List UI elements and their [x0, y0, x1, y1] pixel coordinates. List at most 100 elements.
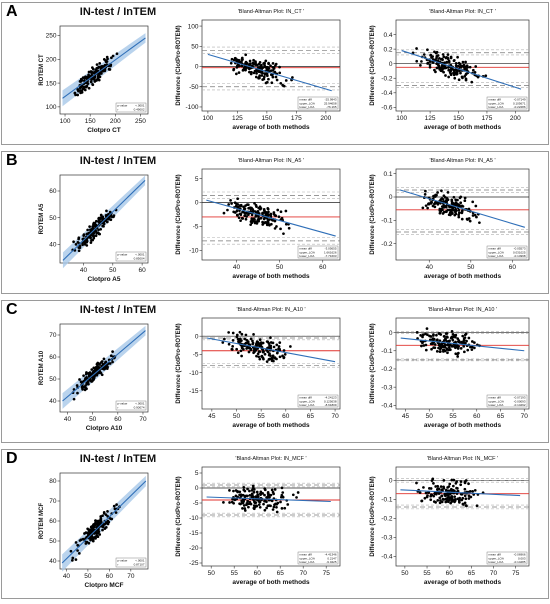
data-point	[453, 213, 457, 217]
data-point	[254, 60, 257, 63]
legend-value: 0.031025	[513, 250, 526, 254]
data-point	[428, 65, 432, 69]
data-point	[95, 63, 99, 66]
data-point	[275, 502, 279, 506]
data-point	[279, 500, 282, 504]
data-point	[112, 214, 116, 217]
data-point	[251, 341, 255, 345]
y-axis-label: Difference (ClotPro-ROTEM)	[176, 25, 182, 105]
data-point	[458, 62, 462, 66]
data-point	[261, 212, 264, 216]
regression-line	[207, 53, 332, 92]
data-point	[263, 73, 267, 76]
data-point	[446, 486, 449, 489]
chart-scatter-a10: 40 50 60 70 40 50 60 70 Clotpro A10 ROTEM A10 p-va…	[39, 323, 149, 432]
data-point	[277, 215, 281, 219]
data-point	[230, 57, 234, 61]
data-point	[76, 391, 79, 395]
data-point	[251, 339, 254, 343]
data-point	[241, 500, 245, 504]
y-tick-label: -0.2	[381, 366, 393, 373]
y-tick-label: 50	[49, 215, 57, 222]
data-point	[96, 77, 99, 81]
data-point	[248, 489, 251, 493]
legend-box	[115, 102, 147, 113]
data-point	[69, 549, 73, 553]
y-axis-label: Difference (ClotPro-ROTEM)	[370, 476, 376, 556]
data-point	[257, 217, 261, 221]
x-tick-label: 50	[84, 573, 92, 580]
data-point	[429, 335, 433, 338]
data-point	[84, 372, 88, 376]
x-tick-label: 40	[80, 267, 88, 274]
data-point	[266, 350, 270, 354]
data-point	[429, 53, 432, 57]
x-tick-label: 175	[482, 115, 493, 122]
data-point	[470, 340, 474, 343]
data-point	[271, 490, 275, 494]
data-point	[436, 499, 440, 502]
data-point	[90, 71, 93, 75]
y-tick-label: -0.3	[381, 384, 393, 391]
data-point	[437, 64, 441, 68]
data-point	[255, 354, 258, 358]
legend-box	[486, 394, 528, 408]
data-point	[437, 346, 440, 350]
data-point	[438, 350, 442, 353]
data-point	[102, 510, 106, 514]
data-point	[466, 348, 470, 352]
data-point	[442, 498, 446, 501]
data-point	[450, 478, 454, 482]
legend-value: -8.61809	[325, 403, 337, 407]
x-tick-label: 50	[208, 570, 216, 577]
y-tick-label: -0.1	[381, 348, 393, 355]
data-point	[282, 349, 286, 352]
data-point	[263, 487, 267, 490]
data-point	[76, 88, 80, 91]
data-point	[449, 68, 452, 72]
data-point	[236, 197, 240, 201]
data-point	[269, 336, 272, 340]
data-point	[422, 53, 426, 56]
x-tick-label: 50	[401, 570, 409, 577]
x-axis-label: Clotpro CT	[87, 127, 121, 134]
data-point	[441, 345, 445, 349]
data-point	[459, 492, 463, 496]
data-point	[461, 76, 464, 80]
legend-value: -3.05655	[325, 247, 337, 251]
data-point	[254, 75, 258, 79]
data-point	[251, 209, 255, 213]
data-point	[473, 488, 477, 492]
legend-label: mean diff	[489, 98, 501, 102]
y-tick-label: -25	[189, 560, 199, 567]
legend-label: mean diff	[300, 247, 312, 251]
data-point	[244, 333, 248, 337]
data-point	[77, 552, 81, 555]
data-point	[99, 515, 103, 518]
data-point	[96, 520, 100, 524]
data-point	[466, 218, 469, 221]
data-point	[89, 372, 93, 376]
data-point	[459, 483, 463, 487]
data-point	[240, 332, 244, 336]
y-tick-label: 50	[49, 538, 57, 545]
data-point	[295, 496, 298, 499]
x-tick-label: 60	[106, 573, 114, 580]
y-tick-label: 0.4	[383, 32, 392, 39]
data-point	[276, 208, 280, 212]
data-point	[440, 189, 443, 193]
data-point	[83, 77, 87, 80]
legend-value: 0.87107	[134, 562, 145, 566]
legend-label: mean diff	[300, 98, 312, 102]
data-point	[270, 359, 274, 363]
x-tick-label: 60	[139, 267, 147, 274]
data-point	[247, 505, 250, 509]
data-point	[271, 62, 275, 65]
data-point	[435, 201, 438, 205]
data-point	[450, 199, 454, 203]
data-point	[279, 81, 283, 85]
data-point	[71, 556, 75, 560]
data-point	[273, 488, 277, 491]
data-point	[455, 480, 458, 484]
data-point	[271, 75, 275, 79]
